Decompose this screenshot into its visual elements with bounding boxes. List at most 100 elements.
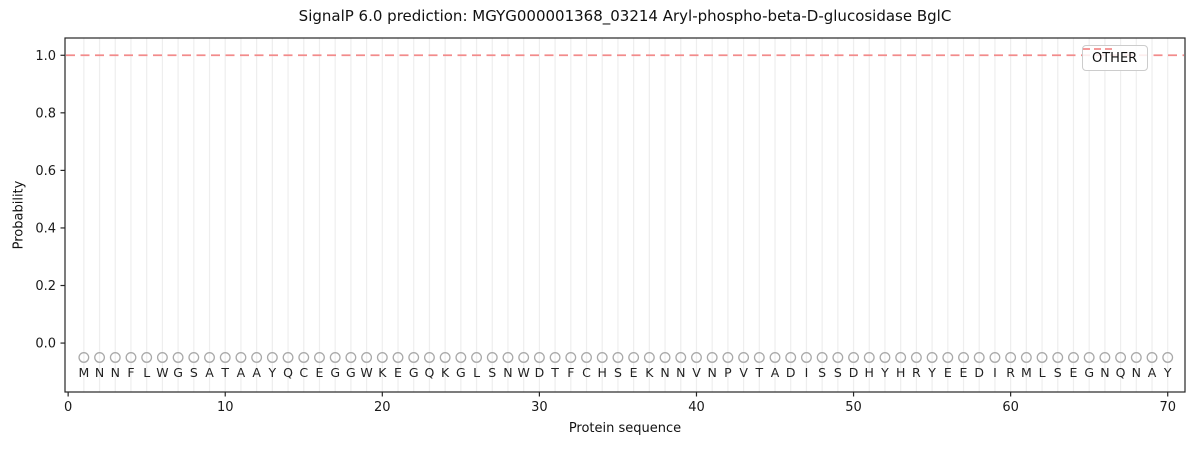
residue-letter: D: [974, 365, 984, 380]
residue-marker: [800, 352, 812, 363]
residue-marker: [518, 352, 530, 363]
residue-letter: C: [299, 365, 308, 380]
residue-marker: [816, 352, 828, 363]
residue-letter: E: [630, 365, 638, 380]
residue-marker: [408, 352, 420, 363]
residue-letter: N: [1100, 365, 1109, 380]
residue-marker: [204, 352, 215, 363]
residue-letter: Q: [283, 365, 293, 380]
x-tick-label: 70: [1159, 400, 1176, 415]
residue-letter: L: [143, 365, 150, 380]
residue-marker: [1162, 352, 1174, 363]
residue-marker: [298, 352, 310, 363]
residue-marker: [549, 352, 561, 363]
residue-marker: [282, 352, 294, 363]
residue-marker: [785, 352, 797, 363]
residue-marker: [926, 352, 938, 363]
residue-letter: E: [316, 365, 324, 380]
residue-marker: [612, 352, 624, 363]
residue-marker: [675, 352, 687, 363]
residue-marker: [973, 352, 985, 363]
residue-marker: [125, 352, 137, 363]
residue-marker: [172, 352, 184, 363]
residue-letter: Y: [268, 365, 277, 380]
residue-letter: N: [1132, 365, 1141, 380]
residue-letter: G: [173, 365, 183, 380]
residue-letter: S: [818, 365, 826, 380]
residue-marker: [659, 352, 671, 363]
residue-letter: K: [441, 365, 450, 380]
residue-letter: N: [95, 365, 104, 380]
residue-marker: [329, 352, 341, 363]
residue-marker: [910, 352, 922, 363]
residue-marker: [141, 352, 153, 363]
residue-letter: Q: [1116, 365, 1126, 380]
y-tick-label: 1.0: [35, 49, 56, 64]
x-tick-label: 40: [688, 400, 705, 415]
residue-marker: [691, 352, 702, 363]
residue-marker: [439, 352, 451, 363]
residue-letter: T: [220, 365, 229, 380]
residue-marker: [848, 352, 860, 363]
residue-marker: [1083, 352, 1095, 363]
residue-marker: [502, 352, 514, 363]
residue-letter: G: [456, 365, 466, 380]
legend-entry-label: OTHER: [1092, 50, 1138, 66]
residue-letter: N: [676, 365, 685, 380]
residue-letter: D: [786, 365, 796, 380]
residue-letter: I: [993, 365, 997, 380]
residue-letter: A: [237, 365, 246, 380]
residue-marker: [989, 352, 1001, 363]
residue-marker: [1099, 352, 1111, 363]
residue-letter: R: [1006, 365, 1015, 380]
residue-letter: D: [535, 365, 545, 380]
residue-marker: [266, 352, 278, 363]
residue-marker: [596, 352, 608, 363]
residue-letter: S: [488, 365, 496, 380]
legend: OTHER: [1082, 45, 1149, 71]
residue-letter: L: [1039, 365, 1046, 380]
y-tick-label: 0.6: [35, 164, 56, 179]
residue-letter: N: [660, 365, 669, 380]
residue-marker: [78, 352, 90, 363]
residue-letter: V: [692, 365, 701, 380]
residue-letter: E: [960, 365, 968, 380]
residue-letter: M: [1021, 365, 1032, 380]
residue-marker: [879, 352, 891, 363]
residue-letter: K: [378, 365, 387, 380]
x-tick-label: 30: [531, 400, 548, 415]
residue-marker: [1146, 352, 1158, 363]
residue-marker: [1020, 352, 1032, 363]
residue-letter: G: [409, 365, 419, 380]
residue-letter: S: [834, 365, 842, 380]
residue-letter: G: [1084, 365, 1094, 380]
residue-letter: A: [205, 365, 214, 380]
residue-marker: [958, 352, 969, 363]
residue-letter: I: [805, 365, 809, 380]
residue-marker: [1130, 352, 1142, 363]
residue-marker: [722, 352, 734, 363]
residue-letter: Q: [425, 365, 435, 380]
residue-marker: [455, 352, 467, 363]
residue-marker: [156, 352, 168, 363]
residue-letter: S: [1054, 365, 1062, 380]
y-axis-label: Probability: [11, 180, 27, 250]
x-tick-label: 0: [64, 400, 72, 415]
residue-marker: [251, 352, 263, 363]
residue-letter: L: [473, 365, 480, 380]
residue-marker: [1068, 352, 1079, 363]
residue-marker: [753, 352, 765, 363]
x-tick-label: 60: [1002, 400, 1019, 415]
residue-letter: N: [708, 365, 717, 380]
residue-marker: [565, 352, 577, 363]
residue-letter: G: [346, 365, 356, 380]
residue-marker: [219, 352, 231, 363]
residue-letter: Y: [1163, 365, 1172, 380]
residue-letter: V: [739, 365, 748, 380]
residue-letter: H: [598, 365, 607, 380]
residue-letter: T: [550, 365, 559, 380]
residue-marker: [581, 352, 592, 363]
residue-letter: Y: [880, 365, 889, 380]
